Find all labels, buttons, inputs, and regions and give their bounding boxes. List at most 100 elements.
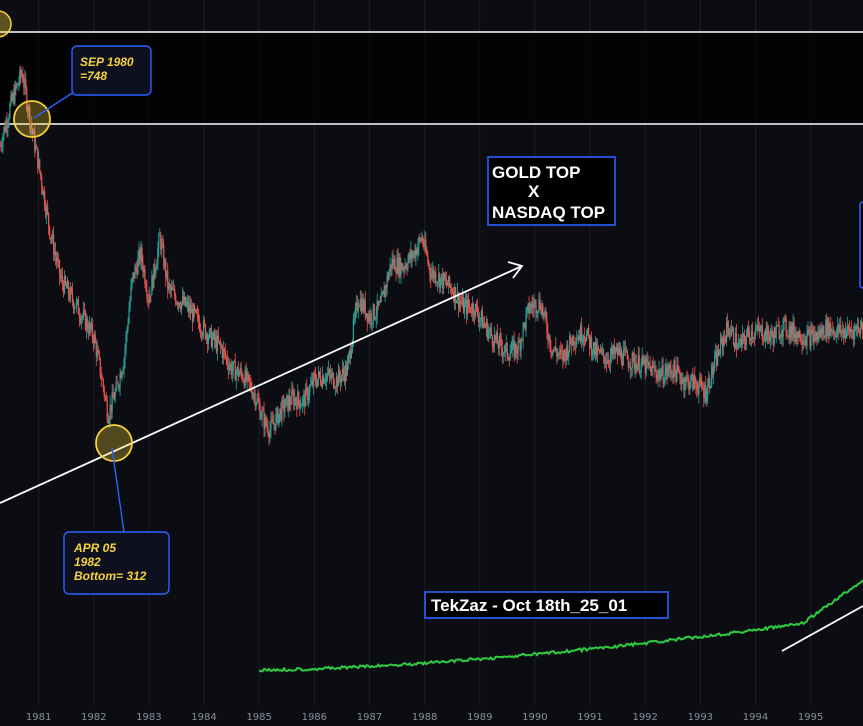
candle-body — [505, 343, 507, 346]
candle-body — [777, 325, 779, 327]
candle-body — [79, 318, 81, 323]
candle-body — [37, 148, 39, 169]
candle-body — [18, 82, 20, 85]
top-callout: SEP 1980 =748 — [33, 45, 152, 119]
candle-body — [824, 336, 826, 338]
candle-body — [83, 310, 85, 312]
top-callout-line-1: SEP 1980 — [80, 55, 134, 69]
candle-body — [746, 328, 749, 337]
candle-body — [58, 260, 61, 276]
candle-body — [193, 305, 196, 311]
candle-body — [629, 366, 631, 370]
candle-body — [645, 357, 647, 374]
candle-body — [322, 375, 325, 384]
candle-body — [235, 371, 237, 381]
candle-body — [353, 317, 355, 320]
candle-body — [482, 322, 484, 329]
candle-body — [835, 334, 837, 338]
candle-body — [534, 300, 536, 304]
candle-body — [138, 249, 140, 258]
candle-body — [351, 340, 353, 351]
candle-body — [87, 329, 89, 334]
candle-body — [542, 306, 544, 316]
candle-body — [516, 351, 518, 354]
candle-body — [680, 378, 682, 385]
candle-body — [52, 234, 55, 255]
candle-body — [568, 350, 570, 358]
candle-body — [172, 287, 174, 290]
candle-body — [175, 296, 177, 304]
candle-body — [433, 269, 435, 279]
candle-body — [183, 296, 185, 304]
candle-body — [571, 342, 573, 346]
candle-body — [709, 378, 711, 388]
candle-body — [399, 256, 401, 276]
candle-body — [462, 297, 465, 314]
candle-body — [537, 310, 539, 313]
top-callout-line-2: =748 — [80, 69, 107, 83]
candle-body — [210, 328, 213, 348]
candle-body — [540, 308, 542, 314]
candle-body — [247, 372, 249, 376]
candle-body — [190, 308, 193, 314]
candle-body — [282, 400, 284, 401]
candle-body — [312, 379, 314, 386]
candle-body — [43, 190, 45, 195]
candle-body — [388, 271, 390, 280]
candle-body — [710, 386, 712, 388]
candle-body — [357, 306, 359, 311]
candle-body — [708, 378, 710, 386]
candle-body — [304, 394, 306, 407]
candle-body — [839, 324, 841, 333]
candle-body — [554, 346, 556, 350]
candle-body — [341, 368, 344, 376]
candle-body — [518, 340, 520, 342]
candle-body — [329, 373, 332, 378]
candle-body — [96, 349, 98, 357]
candle-body — [790, 324, 792, 339]
candle-body — [134, 266, 136, 279]
candle-body — [264, 416, 266, 429]
candle-body — [116, 381, 118, 383]
candle-body — [800, 341, 802, 343]
candle-body — [470, 311, 473, 314]
candle-body — [132, 272, 134, 278]
candle-body — [589, 337, 592, 348]
candle-body — [162, 243, 164, 246]
candle-body — [124, 348, 126, 360]
candle-body — [121, 372, 123, 378]
candle-body — [82, 310, 84, 317]
candle-body — [498, 336, 500, 349]
candle-body — [70, 287, 73, 291]
candle-body — [358, 306, 360, 307]
candle-body — [394, 259, 396, 272]
candle-body — [773, 328, 775, 345]
candle-body — [429, 264, 431, 274]
candle-body — [473, 314, 476, 317]
candle-body — [753, 337, 755, 338]
candle-body — [461, 297, 464, 305]
candle-body — [159, 234, 161, 236]
candle-body — [615, 346, 617, 351]
candle-body — [793, 322, 795, 338]
candle-body — [860, 322, 863, 327]
candle-body — [745, 336, 748, 345]
gold-candles — [0, 65, 863, 446]
candle-body — [40, 171, 42, 177]
candle-body — [320, 375, 322, 384]
candle-body — [199, 331, 202, 332]
candle-body — [529, 309, 531, 313]
candle-body — [88, 323, 90, 334]
candle-body — [117, 382, 119, 388]
candle-body — [805, 340, 807, 347]
candle-body — [72, 300, 75, 309]
candle-body — [769, 335, 771, 341]
candle-body — [346, 363, 349, 375]
candle-body — [578, 335, 580, 340]
candle-body — [702, 387, 704, 390]
candle-body — [556, 351, 558, 357]
candle-body — [811, 329, 813, 331]
candle-body — [774, 328, 776, 339]
candle-body — [596, 347, 599, 356]
candle-body — [314, 373, 316, 376]
